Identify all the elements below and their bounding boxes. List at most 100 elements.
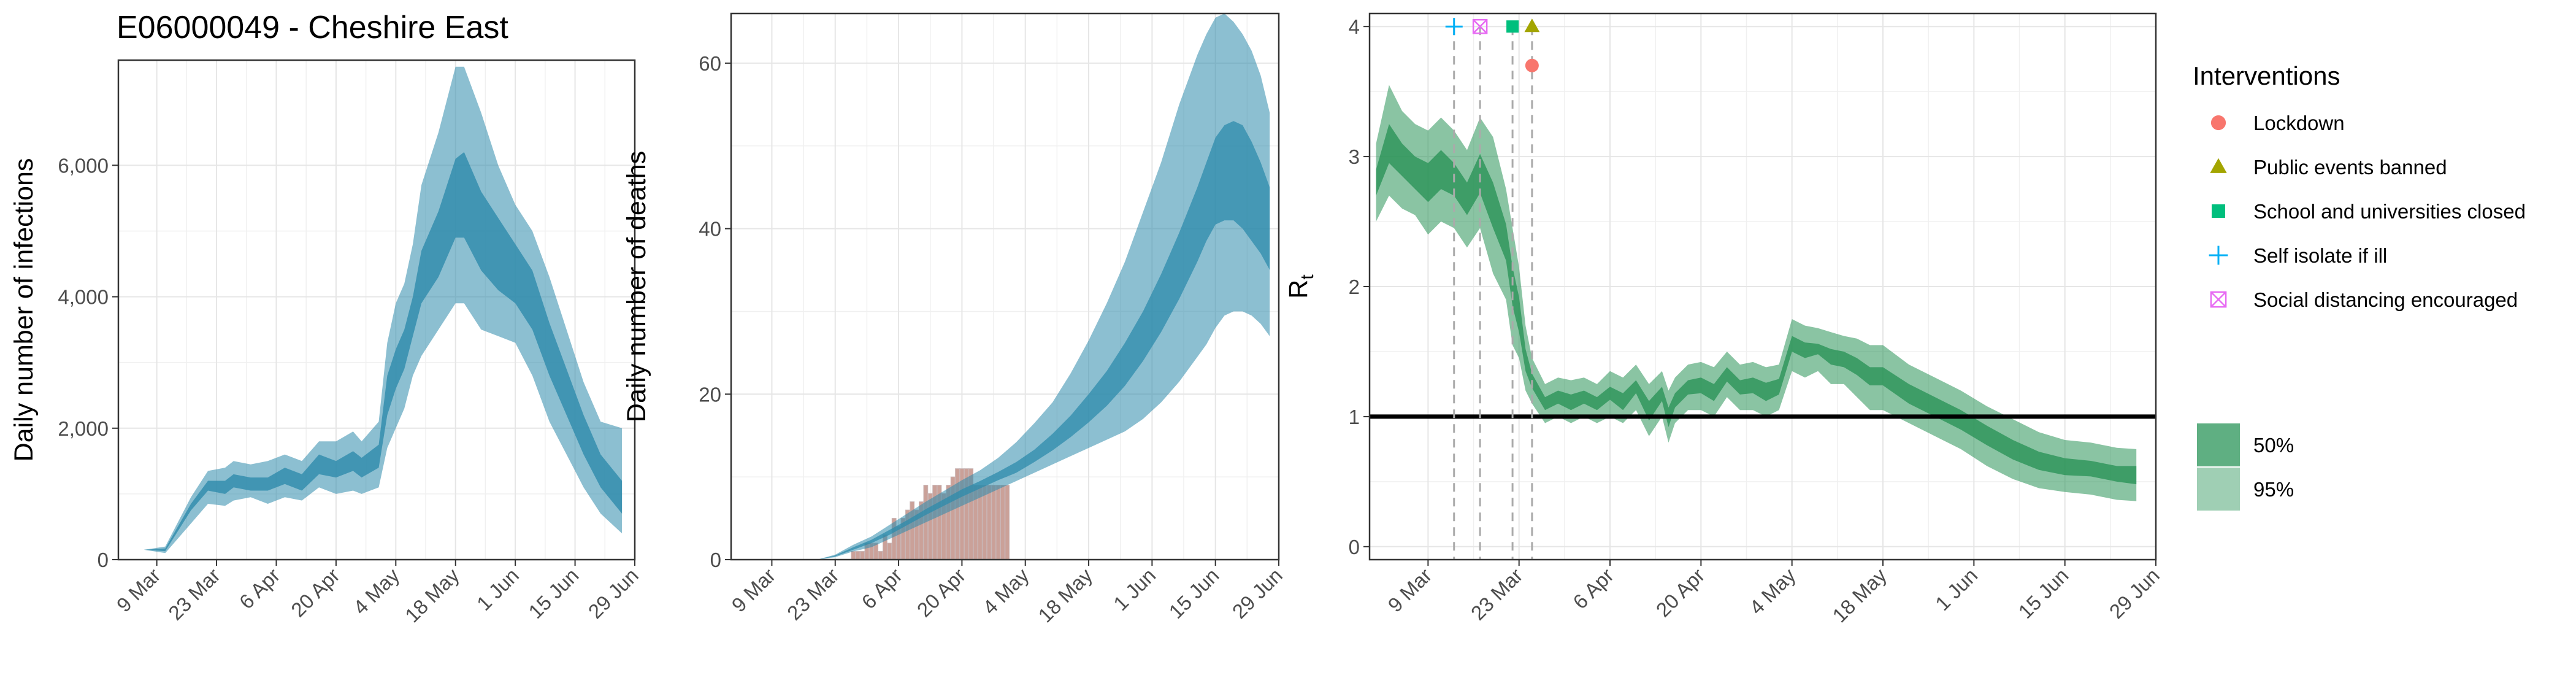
x-tick-label: 23 Mar — [164, 564, 224, 625]
y-tick-label: 4,000 — [58, 286, 109, 309]
x-tick-label: 4 May — [1745, 563, 1800, 619]
deaths-panel: 0 20 40 60 9 Mar 23 Mar 6 Apr 20 Apr 4 May 18 May… — [622, 12, 1287, 627]
bar — [1005, 485, 1010, 560]
x-tick-label: 1 Jun — [472, 564, 523, 615]
band-50 — [1376, 124, 2137, 485]
x-tick-label: 15 Jun — [524, 564, 583, 623]
x-tick-label: 23 Mar — [783, 564, 843, 625]
y-tick-label: 2 — [1349, 276, 1360, 298]
bar — [982, 485, 987, 560]
legend-label: Lockdown — [2253, 112, 2345, 134]
y-axis: 0 20 40 60 — [699, 52, 731, 571]
band-50 — [799, 121, 1270, 560]
legend-symbol-d2 — [2210, 291, 2226, 307]
band-95 — [144, 66, 623, 554]
x-tick-label: 15 Jun — [1164, 564, 1223, 623]
legend-label: School and universities closed — [2253, 200, 2526, 223]
y-tick-label: 0 — [1349, 536, 1360, 558]
y-tick-label: 20 — [699, 383, 721, 406]
y-axis-title-main: R — [1284, 280, 1313, 299]
bands — [799, 14, 1270, 560]
legend-symbol — [2210, 115, 2226, 131]
legend: Interventions Lockdown Public events bann… — [2193, 61, 2526, 511]
y-tick-label: 1 — [1349, 406, 1360, 428]
x-tick-label: 6 Apr — [235, 564, 285, 614]
y-tick-label: 40 — [699, 218, 721, 241]
legend-label: Social distancing encouraged — [2253, 288, 2518, 311]
y-axis: 0 2,000 4,000 6,000 — [58, 154, 118, 571]
legend-symbol — [2209, 245, 2228, 265]
y-tick-label: 0 — [710, 549, 721, 571]
plot-frame — [117, 59, 636, 561]
x-tick-label: 29 Jun — [584, 564, 643, 623]
legend-ci-label: 95% — [2253, 478, 2294, 501]
figure-title: E06000049 - Cheshire East — [117, 10, 508, 45]
legend-symbol — [2212, 204, 2225, 218]
y-axis-title: Daily number of deaths — [622, 151, 651, 422]
x-tick-label: 6 Apr — [1568, 564, 1618, 614]
x-tick-label: 18 May — [1033, 563, 1097, 627]
x-tick-label: 18 May — [1828, 563, 1891, 627]
y-tick-label: 6,000 — [58, 154, 109, 177]
x-axis: 9 Mar 23 Mar 6 Apr 20 Apr 4 May 18 May 1 Jun 15… — [1383, 560, 2164, 627]
legend-ci-swatch — [2197, 468, 2240, 511]
plot-frame — [730, 12, 1280, 561]
x-tick-label: 15 Jun — [2014, 564, 2072, 623]
intervention-marker — [1472, 18, 1488, 34]
x-tick-label: 20 Apr — [286, 564, 344, 622]
y-tick-label: 4 — [1349, 15, 1360, 38]
bar — [995, 485, 1001, 560]
x-tick-label: 9 Mar — [1383, 564, 1436, 617]
band-50 — [144, 152, 623, 552]
legend-label: Public events banned — [2253, 156, 2447, 179]
bar — [860, 551, 865, 560]
rt-panel: 0 1 2 3 4 9 Mar 23 Mar 6 Apr 20 Apr 4 May 18 May 1 … — [1284, 12, 2164, 627]
y-axis: 0 1 2 3 4 — [1349, 15, 1370, 558]
intervention-marker — [1506, 20, 1519, 33]
bar — [986, 485, 992, 560]
legend-ci-swatch — [2197, 423, 2240, 466]
x-tick-label: 23 Mar — [1466, 564, 1527, 625]
bar — [855, 551, 861, 560]
x-tick-label: 1 Jun — [1109, 564, 1160, 615]
y-tick-label: 3 — [1349, 145, 1360, 168]
x-tick-label: 9 Mar — [112, 564, 165, 617]
bar — [851, 551, 856, 560]
y-tick-label: 60 — [699, 52, 721, 75]
intervention-marker — [1525, 58, 1539, 72]
legend-label: Self isolate if ill — [2253, 244, 2387, 267]
intervention-marker — [1445, 18, 1463, 36]
legend-title: Interventions — [2193, 61, 2340, 90]
bar — [1000, 485, 1005, 560]
bands — [1376, 85, 2137, 501]
x-tick-label: 20 Apr — [913, 564, 970, 622]
interventions — [1445, 18, 1540, 560]
y-tick-label: 2,000 — [58, 417, 109, 440]
y-axis-title-subscript: t — [1297, 274, 1317, 280]
x-tick-label: 1 Jun — [1931, 564, 1982, 615]
x-tick-label: 18 May — [401, 563, 464, 627]
bar — [878, 551, 883, 560]
intervention-marker-d2 — [1473, 19, 1487, 34]
x-tick-label: 20 Apr — [1652, 564, 1709, 622]
legend-symbol — [2210, 158, 2227, 173]
legend-symbol-box — [2210, 291, 2227, 308]
x-tick-label: 29 Jun — [2105, 564, 2164, 623]
y-axis-title: Rt — [1284, 274, 1317, 299]
intervention-marker — [1524, 18, 1540, 33]
legend-symbol — [2210, 291, 2227, 308]
legend-ci: 50% 95% — [2197, 423, 2294, 511]
legend-ci-label: 50% — [2253, 434, 2294, 457]
legend-items: Lockdown Public events banned School and u… — [2209, 112, 2526, 311]
x-tick-label: 9 Mar — [727, 564, 780, 617]
y-tick-label: 0 — [98, 549, 109, 571]
bars — [851, 468, 1010, 560]
y-axis-title: Daily number of infections — [9, 158, 39, 462]
x-tick-label: 4 May — [349, 563, 404, 619]
x-tick-label: 4 May — [978, 563, 1033, 619]
x-tick-label: 29 Jun — [1228, 564, 1287, 623]
bar — [887, 542, 892, 560]
